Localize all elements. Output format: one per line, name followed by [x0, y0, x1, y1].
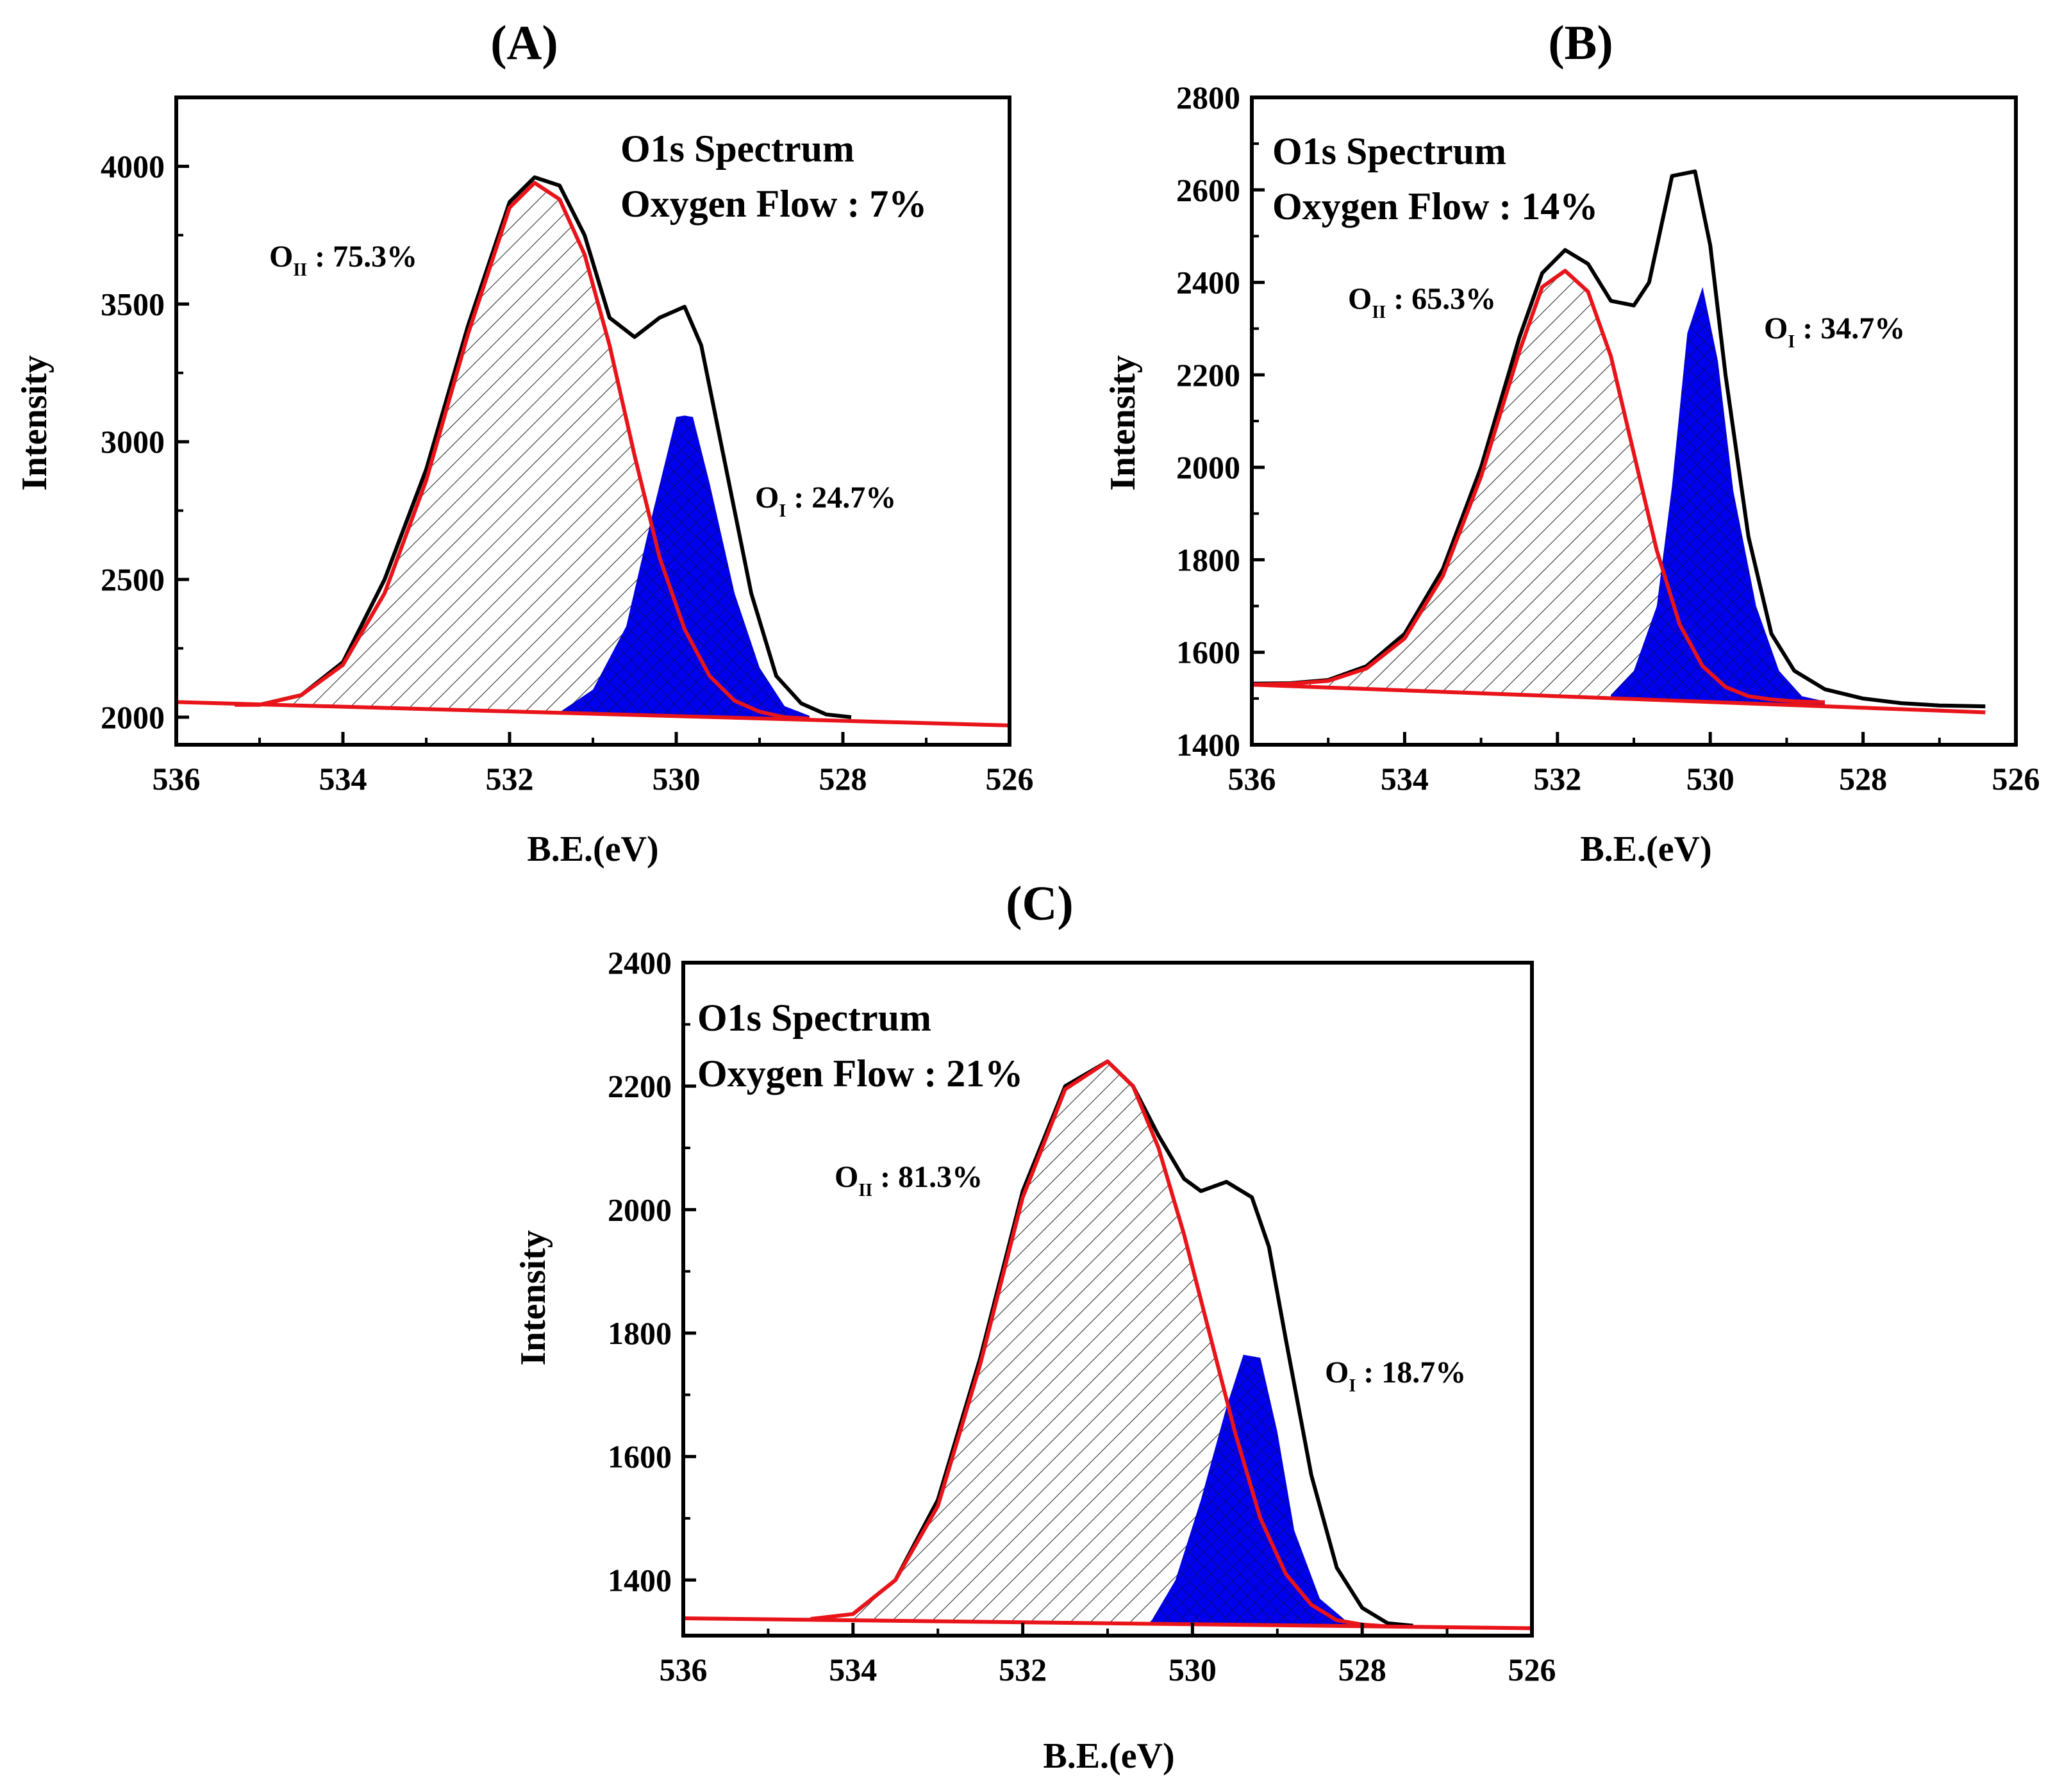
x-tick-label-b: 534: [1381, 761, 1429, 797]
panel-c: (C) 536 534 532 530 528 526 1400 1600 1800 2000 22…: [513, 877, 1556, 1776]
x-tick-label-b: 532: [1533, 761, 1581, 797]
component-label-oii-a: OII : 75.3%: [269, 240, 417, 280]
x-tick-label-c: 532: [999, 1652, 1047, 1688]
component-label-oi-b: OI : 34.7%: [1764, 311, 1905, 352]
y-tick-label-a: 2000: [101, 699, 165, 735]
fit-line-oii-a: [235, 181, 810, 721]
area-oii-b: [1252, 270, 1825, 706]
area-oi-texture-c: [1150, 1354, 1371, 1627]
x-axis-title-b: B.E.(eV): [1580, 829, 1711, 869]
x-tick-label-a: 532: [486, 761, 534, 797]
y-axis-title-c: Intensity: [513, 1230, 553, 1366]
y-tick-label-b: 2000: [1176, 449, 1240, 485]
x-tick-label-b: 530: [1686, 761, 1734, 797]
x-tick-label-c: 530: [1169, 1652, 1217, 1688]
component-label-oii-b: OII : 65.3%: [1348, 282, 1496, 322]
panel-c-label: (C): [1006, 877, 1074, 931]
component-label-oi-c: OI : 18.7%: [1325, 1356, 1466, 1396]
y-tick-label-c: 1600: [608, 1439, 672, 1475]
y-tick-label-a: 4000: [101, 148, 165, 184]
x-tick-label-c: 534: [829, 1652, 877, 1688]
x-tick-label-a: 528: [819, 761, 867, 797]
y-tick-label-b: 1600: [1176, 635, 1240, 670]
panel-a-label: (A): [490, 16, 558, 70]
spectrum-title-c: O1s Spectrum: [697, 997, 931, 1039]
y-tick-label-a: 3500: [101, 286, 165, 322]
y-tick-label-b: 2200: [1176, 357, 1240, 393]
oxygen-flow-b: Oxygen Flow : 14%: [1272, 185, 1598, 228]
y-tick-label-b: 1800: [1176, 542, 1240, 577]
y-tick-label-c: 1400: [608, 1562, 672, 1598]
area-oi-texture-a: [560, 415, 810, 720]
x-tick-label-c: 528: [1338, 1652, 1386, 1688]
x-tick-label-c: 526: [1508, 1652, 1556, 1688]
area-oii-c: [810, 1061, 1388, 1627]
x-tick-label-a: 526: [986, 761, 1034, 797]
envelope-line-a: [259, 175, 852, 719]
x-tick-label-c: 536: [660, 1652, 708, 1688]
background-line-b: [1251, 683, 1986, 715]
y-tick-label-b: 1400: [1176, 727, 1240, 763]
x-tick-label-b: 528: [1839, 761, 1887, 797]
y-tick-label-c: 2400: [608, 945, 672, 981]
y-tick-label-b: 2800: [1176, 79, 1240, 115]
x-tick-label-a: 536: [153, 761, 201, 797]
background-line-c: [683, 1616, 1533, 1630]
spectrum-title-a: O1s Spectrum: [620, 128, 854, 170]
oxygen-flow-c: Oxygen Flow : 21%: [697, 1052, 1023, 1095]
background-line-a: [176, 700, 1010, 727]
envelope-line-b: [1251, 169, 1986, 709]
fit-line-oii-b: [1251, 269, 1826, 704]
y-tick-label-a: 3000: [101, 424, 165, 460]
fit-line-oii-c: [810, 1059, 1388, 1629]
spectrum-title-b: O1s Spectrum: [1272, 130, 1506, 172]
component-label-oi-a: OI : 24.7%: [755, 481, 896, 521]
y-tick-label-a: 2500: [101, 561, 165, 597]
y-tick-label-c: 1800: [608, 1315, 672, 1351]
y-tick-label-b: 2600: [1176, 172, 1240, 208]
x-tick-label-b: 536: [1228, 761, 1276, 797]
y-tick-label-c: 2200: [608, 1068, 672, 1104]
area-oi-texture-b: [1611, 286, 1825, 706]
x-axis-title-a: B.E.(eV): [527, 829, 658, 869]
panel-b: (B) 536 534 532 530 528 526 1400 1600 1800 2000 22…: [1103, 16, 2040, 869]
oxygen-flow-a: Oxygen Flow : 7%: [620, 183, 927, 225]
x-tick-label-a: 534: [319, 761, 367, 797]
y-axis-title-a: Intensity: [15, 355, 54, 491]
y-tick-label-c: 2000: [608, 1191, 672, 1227]
component-label-oii-c: OII : 81.3%: [835, 1160, 983, 1200]
x-axis-title-c: B.E.(eV): [1043, 1736, 1174, 1776]
panel-a: (A) 536 534 532 530 528 526 2000 2500 3000 3500 40…: [15, 16, 1034, 869]
panel-b-label: (B): [1548, 16, 1613, 70]
y-axis-title-b: Intensity: [1103, 355, 1143, 491]
x-tick-label-a: 530: [653, 761, 701, 797]
x-tick-label-b: 526: [1992, 761, 2040, 797]
y-tick-label-b: 2400: [1176, 265, 1240, 301]
